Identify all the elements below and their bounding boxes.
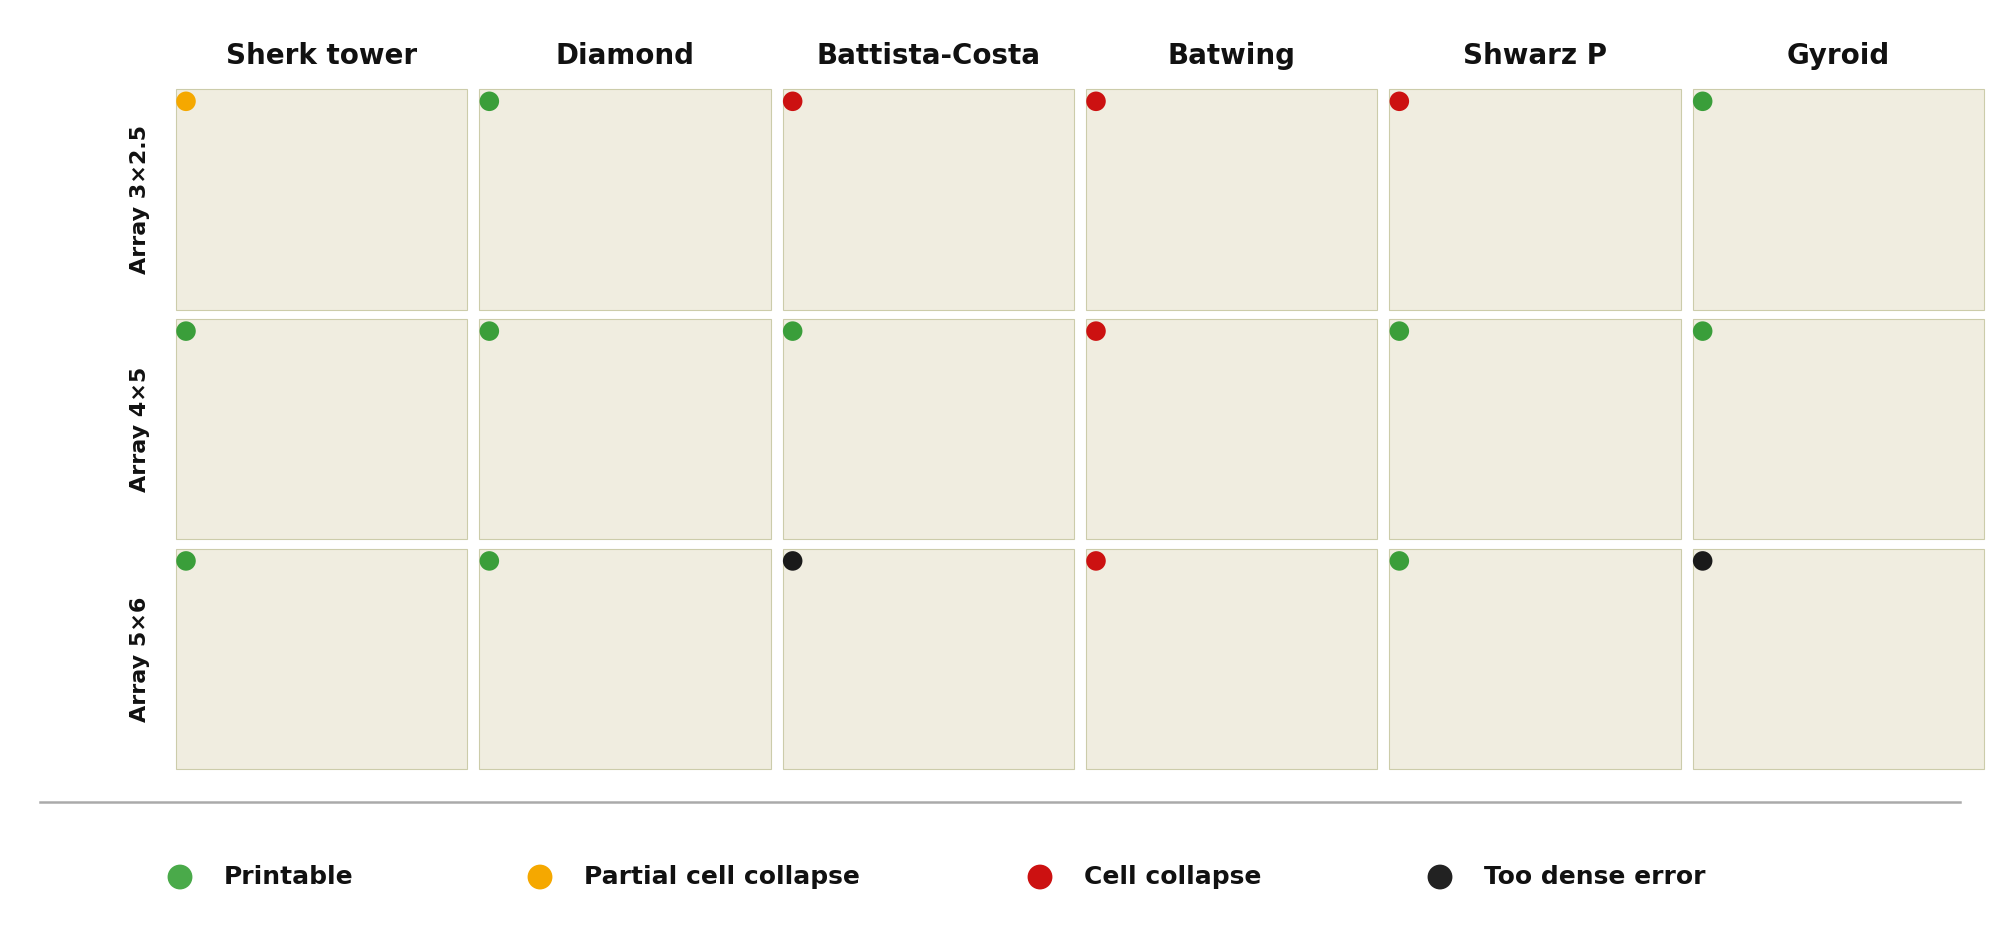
Point <box>474 94 506 109</box>
FancyBboxPatch shape <box>480 89 770 310</box>
FancyBboxPatch shape <box>1390 319 1680 539</box>
Text: Batwing: Batwing <box>1168 42 1296 70</box>
Point <box>170 324 202 339</box>
Point <box>776 324 808 339</box>
FancyBboxPatch shape <box>1390 89 1680 310</box>
FancyBboxPatch shape <box>782 549 1074 769</box>
Text: Battista-Costa: Battista-Costa <box>816 42 1040 70</box>
FancyBboxPatch shape <box>1086 89 1378 310</box>
Text: Gyroid: Gyroid <box>1786 42 1890 70</box>
Point <box>170 94 202 109</box>
Text: Too dense error: Too dense error <box>1484 865 1706 889</box>
Point <box>776 553 808 568</box>
FancyBboxPatch shape <box>480 319 770 539</box>
FancyBboxPatch shape <box>176 319 468 539</box>
FancyBboxPatch shape <box>1086 549 1378 769</box>
Point <box>1080 94 1112 109</box>
Point <box>164 870 196 885</box>
Point <box>474 553 506 568</box>
FancyBboxPatch shape <box>1086 319 1378 539</box>
Text: Array 4×5: Array 4×5 <box>130 367 150 492</box>
FancyBboxPatch shape <box>1692 89 1984 310</box>
Point <box>1384 553 1416 568</box>
Point <box>170 553 202 568</box>
FancyBboxPatch shape <box>782 89 1074 310</box>
FancyBboxPatch shape <box>1692 549 1984 769</box>
Point <box>1080 553 1112 568</box>
Point <box>524 870 556 885</box>
Point <box>1024 870 1056 885</box>
Text: Printable: Printable <box>224 865 354 889</box>
Text: Partial cell collapse: Partial cell collapse <box>584 865 860 889</box>
Text: Cell collapse: Cell collapse <box>1084 865 1262 889</box>
Point <box>1424 870 1456 885</box>
FancyBboxPatch shape <box>176 89 468 310</box>
Point <box>1686 324 1718 339</box>
Point <box>1080 324 1112 339</box>
Text: Array 5×6: Array 5×6 <box>130 597 150 721</box>
Text: Shwarz P: Shwarz P <box>1464 42 1608 70</box>
Text: Diamond: Diamond <box>556 42 694 70</box>
Point <box>776 94 808 109</box>
FancyBboxPatch shape <box>176 549 468 769</box>
Point <box>1384 94 1416 109</box>
Point <box>1686 94 1718 109</box>
FancyBboxPatch shape <box>782 319 1074 539</box>
FancyBboxPatch shape <box>1692 319 1984 539</box>
FancyBboxPatch shape <box>1390 549 1680 769</box>
Text: Array 3×2.5: Array 3×2.5 <box>130 125 150 274</box>
FancyBboxPatch shape <box>480 549 770 769</box>
Point <box>1686 553 1718 568</box>
Point <box>474 324 506 339</box>
Point <box>1384 324 1416 339</box>
Text: Sherk tower: Sherk tower <box>226 42 418 70</box>
